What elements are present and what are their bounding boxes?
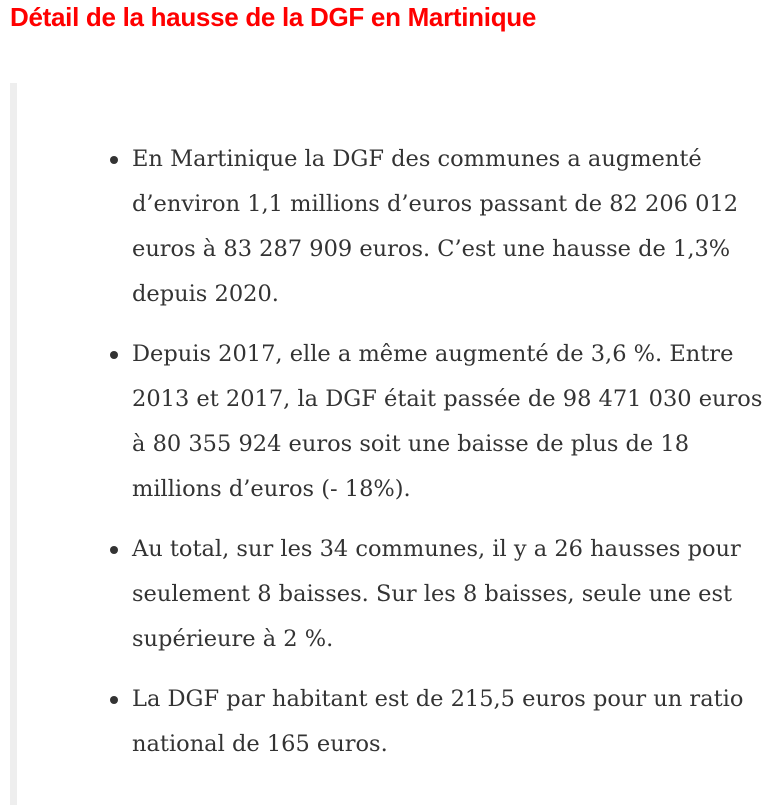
list-item: En Martinique la DGF des communes a augm… <box>110 137 775 317</box>
blockquote: En Martinique la DGF des communes a augm… <box>10 83 775 805</box>
bullet-icon <box>110 546 118 554</box>
section-title: Détail de la hausse de la DGF en Martini… <box>10 2 537 32</box>
bullet-icon <box>110 156 118 164</box>
list-item-text: La DGF par habitant est de 215,5 euros p… <box>132 686 744 757</box>
list-item: La DGF par habitant est de 215,5 euros p… <box>110 677 775 767</box>
bullet-icon <box>110 351 118 359</box>
list-item: Au total, sur les 34 communes, il y a 26… <box>110 527 775 662</box>
list-item-text: En Martinique la DGF des communes a augm… <box>132 146 739 307</box>
list-item-text: Au total, sur les 34 communes, il y a 26… <box>132 536 741 652</box>
list-item-text: Depuis 2017, elle a même augmenté de 3,6… <box>132 341 763 502</box>
bullet-icon <box>110 696 118 704</box>
bullet-list: En Martinique la DGF des communes a augm… <box>110 137 775 782</box>
list-item: Depuis 2017, elle a même augmenté de 3,6… <box>110 332 775 512</box>
